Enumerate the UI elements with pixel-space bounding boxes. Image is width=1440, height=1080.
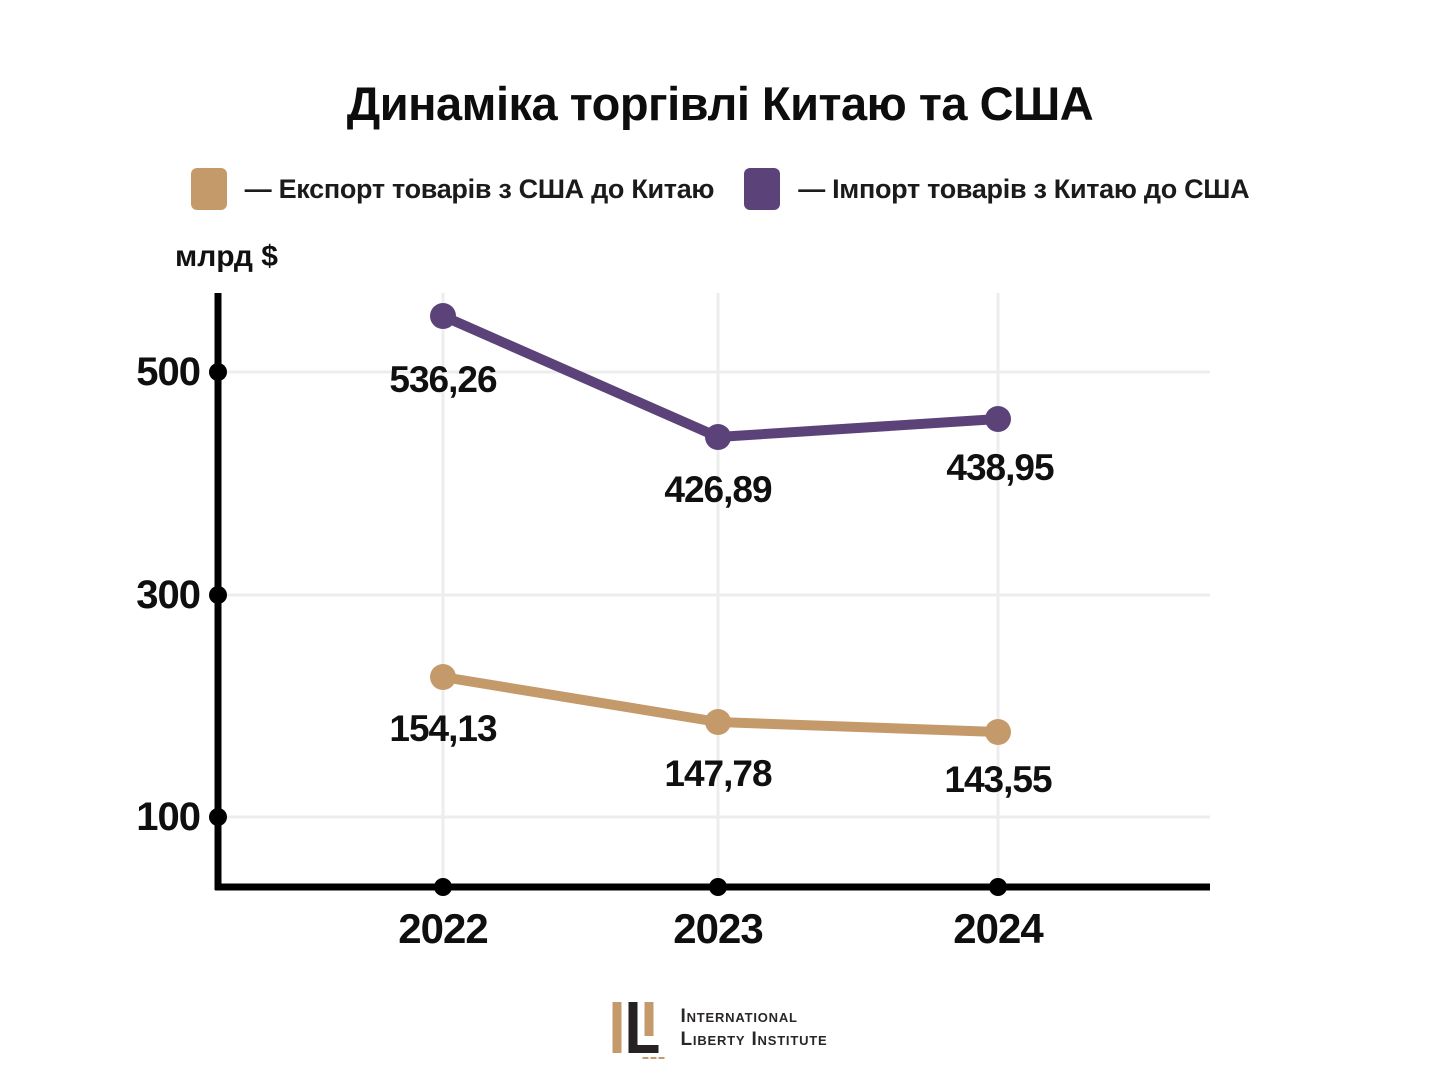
x-tick-dot <box>989 878 1007 896</box>
value-label-import-2023: 426,89 <box>664 469 772 510</box>
x-tick-label-2022: 2022 <box>398 905 488 952</box>
value-label-export-2023: 147,78 <box>664 753 772 794</box>
x-tick-label-2024: 2024 <box>953 905 1043 952</box>
logo-bar-middle <box>628 1002 638 1053</box>
logo-bar-left <box>612 1002 622 1053</box>
logo-text-line2: Liberty Institute <box>680 1029 828 1051</box>
value-label-import-2024: 438,95 <box>946 447 1054 488</box>
data-point-series-0-2023 <box>705 709 731 735</box>
logo-bar-right <box>644 1002 654 1036</box>
y-tick-label-500: 500 <box>136 350 201 394</box>
data-point-series-1-2024 <box>985 406 1011 432</box>
footer-logo: International Liberty Institute <box>612 1002 828 1062</box>
x-tick-label-2023: 2023 <box>673 905 763 952</box>
page-title: Динаміка торгівлі Китаю та США <box>346 77 1094 130</box>
legend-label-import: — Імпорт товарів з Китаю до США <box>798 173 1250 204</box>
data-point-series-0-2024 <box>985 719 1011 745</box>
data-point-series-1-2022 <box>430 303 456 329</box>
legend-item-export: — Експорт товарів з США до Китаю <box>190 168 715 210</box>
data-point-series-0-2022 <box>430 664 456 690</box>
data-point-series-1-2023 <box>705 424 731 450</box>
x-tick-dot <box>709 878 727 896</box>
legend-item-import: — Імпорт товарів з Китаю до США <box>744 168 1250 210</box>
series-line-1 <box>438 311 1003 442</box>
y-axis-unit-label: млрд $ <box>175 240 278 273</box>
ili-logo-icon <box>612 1002 665 1062</box>
legend-label-export: — Експорт товарів з США до Китаю <box>244 173 715 204</box>
legend-swatch-import-icon <box>744 168 781 210</box>
value-label-export-2024: 143,55 <box>944 759 1052 800</box>
value-label-export-2022: 154,13 <box>389 708 497 749</box>
value-label-import-2022: 536,26 <box>389 359 497 400</box>
y-tick-label-300: 300 <box>136 573 201 617</box>
logo-text: International Liberty Institute <box>681 1002 828 1051</box>
y-tick-dot <box>209 586 227 604</box>
logo-text-line1: International <box>680 1006 798 1027</box>
logo-l-foot <box>628 1045 659 1053</box>
legend: — Експорт товарів з США до Китаю — Імпор… <box>0 168 1440 210</box>
y-tick-label-100: 100 <box>136 795 201 839</box>
x-tick-dot <box>434 878 452 896</box>
y-tick-dot <box>209 363 227 381</box>
logo-dashed-underline <box>642 1057 665 1059</box>
y-tick-dot <box>209 808 227 826</box>
legend-swatch-export-icon <box>190 168 227 210</box>
